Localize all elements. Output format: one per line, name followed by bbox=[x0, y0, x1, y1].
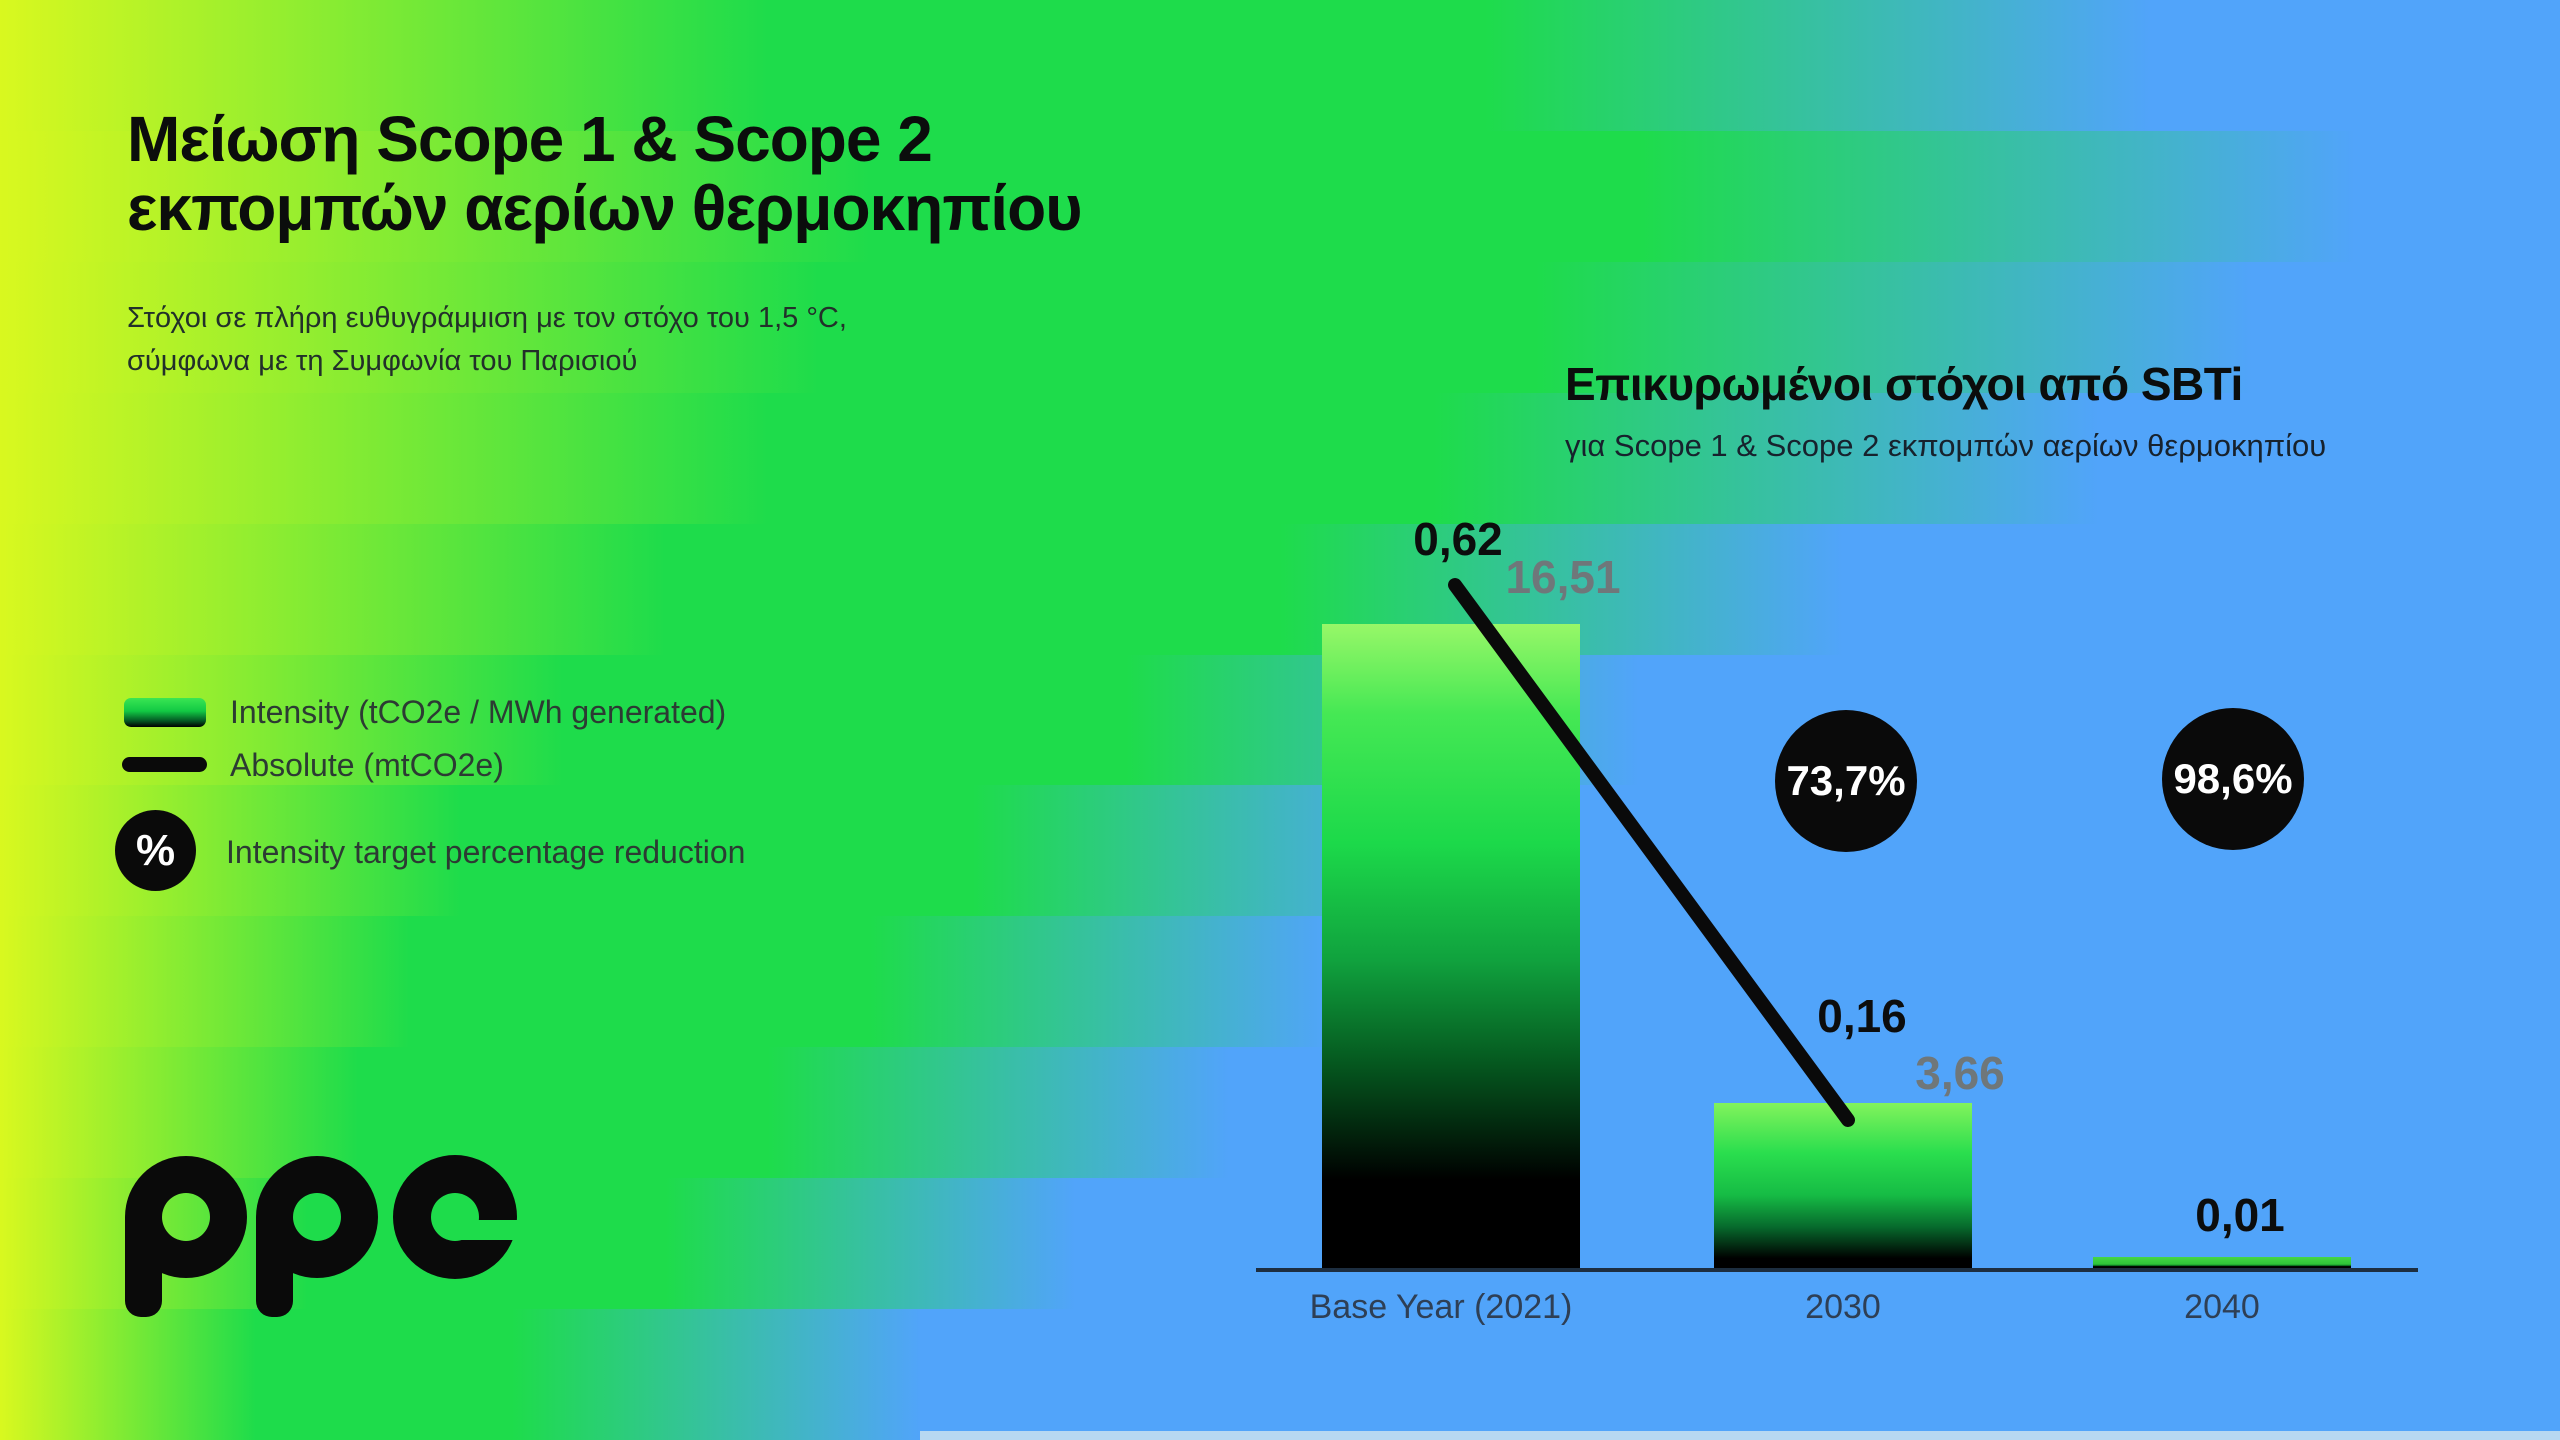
intensity-value-base-year: 0,62 bbox=[1413, 513, 1503, 565]
page-title: Μείωση Scope 1 & Scope 2 εκπομπών αερίων… bbox=[127, 103, 1082, 244]
bg-band bbox=[0, 785, 2560, 917]
reduction-badge-2030-value: 73,7% bbox=[1786, 757, 1906, 804]
bg-band bbox=[0, 392, 2560, 524]
percent-icon-glyph: % bbox=[135, 825, 176, 875]
x-tick-2040: 2040 bbox=[2184, 1288, 2260, 1326]
bg-band bbox=[0, 654, 2560, 786]
bg-band bbox=[0, 0, 2560, 131]
x-tick-base-year: Base Year (2021) bbox=[1309, 1288, 1573, 1326]
intensity-value-2040: 0,01 bbox=[2195, 1189, 2285, 1241]
page-subtitle: Στόχοι σε πλήρη ευθυγράμμιση με τον στόχ… bbox=[127, 297, 847, 383]
sbti-heading: Επικυρωμένοι στόχοι από SBTi bbox=[1565, 358, 2243, 410]
page-title-line1: Μείωση Scope 1 & Scope 2 bbox=[127, 103, 933, 175]
page-subtitle-line1: Στόχοι σε πλήρη ευθυγράμμιση με τον στόχ… bbox=[127, 302, 847, 334]
ppc-logo bbox=[123, 1152, 523, 1322]
bar-base-year bbox=[1322, 624, 1580, 1270]
page-title-line2: εκπομπών αερίων θερμοκηπίου bbox=[127, 172, 1082, 244]
bar-2030 bbox=[1714, 1103, 1972, 1270]
legend-intensity-label: Intensity (tCO2e / MWh generated) bbox=[230, 694, 727, 730]
percent-icon: % bbox=[115, 810, 196, 891]
absolute-value-base-year: 16,51 bbox=[1505, 551, 1621, 603]
bg-band bbox=[0, 130, 2560, 262]
bg-band bbox=[0, 1309, 2560, 1440]
bar-2040 bbox=[2093, 1257, 2351, 1270]
legend-absolute-label: Absolute (mtCO2e) bbox=[230, 747, 504, 783]
bg-band bbox=[0, 523, 2560, 655]
reduction-badge-2040: 98,6% bbox=[2162, 708, 2304, 850]
legend-reduction-label: Intensity target percentage reduction bbox=[226, 834, 746, 870]
absolute-value-2030: 3,66 bbox=[1915, 1047, 2005, 1099]
bg-band bbox=[0, 916, 2560, 1048]
intensity-value-2030: 0,16 bbox=[1817, 990, 1907, 1042]
legend-intensity-swatch bbox=[124, 698, 206, 727]
bg-band bbox=[0, 261, 2560, 393]
x-tick-2030: 2030 bbox=[1805, 1288, 1881, 1326]
x-axis-line bbox=[1256, 1268, 2418, 1272]
sbti-subheading: για Scope 1 & Scope 2 εκπομπών αερίων θε… bbox=[1565, 428, 2327, 463]
reduction-badge-2030: 73,7% bbox=[1775, 710, 1917, 852]
legend-absolute-line-swatch bbox=[122, 757, 207, 772]
bottom-light-strip bbox=[920, 1431, 2560, 1440]
reduction-badge-2040-value: 98,6% bbox=[2173, 755, 2293, 802]
page-subtitle-line2: σύμφωνα με τη Συμφωνία του Παρισιού bbox=[127, 345, 638, 377]
